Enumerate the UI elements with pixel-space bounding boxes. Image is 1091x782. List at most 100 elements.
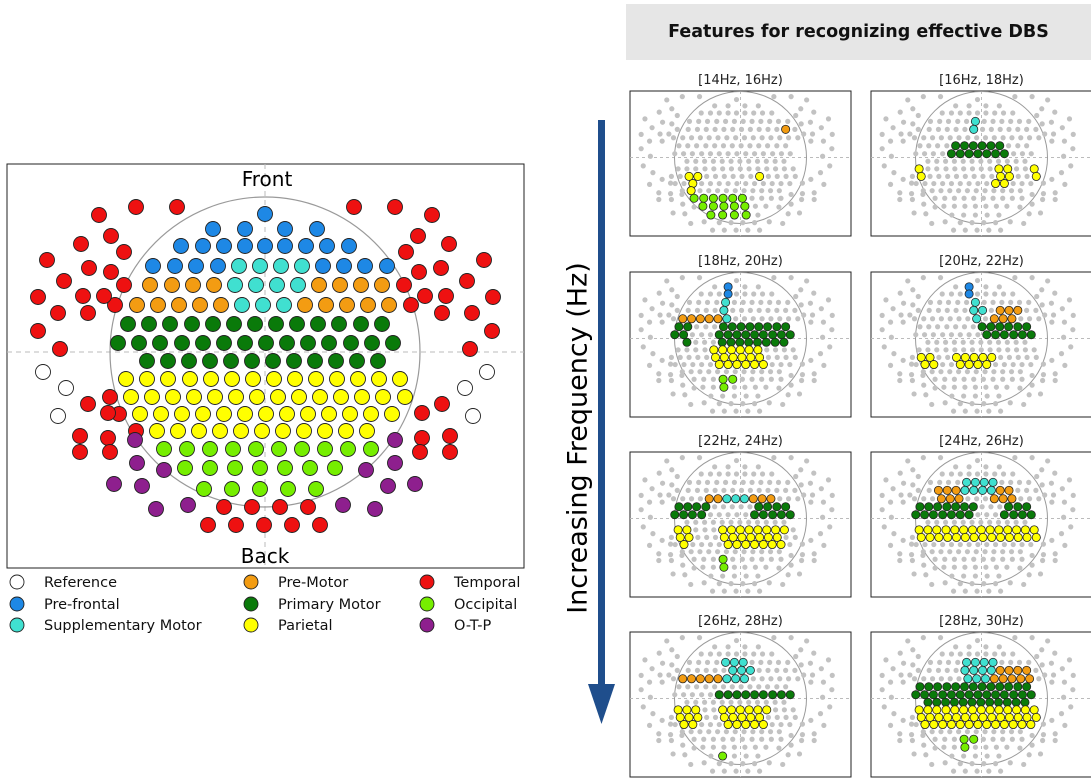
panel-electrode-parietal: [673, 705, 683, 715]
panel-electrode-inactive: [698, 291, 704, 297]
panel-electrode-inactive: [807, 480, 814, 486]
panel-electrode-motor: [682, 337, 692, 347]
panel-electrode-inactive: [724, 135, 730, 141]
panel-electrode-inactive: [818, 666, 824, 672]
panel-electrode-inactive: [747, 487, 753, 493]
panel-electrode-inactive: [766, 400, 772, 406]
panel-electrode-inactive: [1052, 109, 1058, 115]
panel-electrode-inactive: [900, 357, 906, 363]
panel-electrode-inactive: [1059, 666, 1065, 672]
panel-electrode-inactive: [808, 537, 814, 543]
panel-electrode-parietal: [719, 532, 729, 542]
panel-electrode-inactive: [732, 729, 738, 735]
panel-electrode-motor: [915, 502, 925, 512]
panel-electrode-inactive: [732, 369, 738, 375]
panel-electrode-inactive: [929, 496, 936, 502]
panel-electrode-inactive: [704, 659, 711, 665]
panel-electrode-inactive: [1061, 694, 1067, 700]
panel-electrode-parietal: [693, 712, 703, 722]
panel-electrode-inactive: [698, 651, 704, 657]
panel-electrode-inactive: [798, 467, 804, 473]
panel-electrode-inactive: [799, 732, 806, 738]
panel-electrode-inactive: [888, 694, 895, 700]
panel-electrode-inactive: [909, 737, 916, 744]
panel-electrode-inactive: [1021, 401, 1027, 408]
electrode-occipital: [196, 481, 212, 497]
panel-electrode-premotor: [757, 494, 767, 504]
panel-electrode-inactive: [1049, 537, 1055, 543]
panel-electrode-inactive: [783, 534, 789, 541]
panel-electrode-inactive: [677, 354, 683, 360]
panel-electrode-inactive: [679, 552, 685, 559]
panel-electrode-inactive: [774, 173, 780, 179]
panel-electrode-inactive: [756, 307, 762, 313]
panel-electrode-parietal: [755, 171, 765, 181]
panel-electrode-inactive: [960, 519, 966, 525]
panel-electrode-inactive: [948, 361, 955, 368]
electrode-parietal: [300, 406, 316, 422]
panel-electrode-inactive: [974, 277, 981, 284]
panel-electrode-inactive: [737, 699, 743, 705]
panel-electrode-inactive: [937, 275, 944, 281]
electrode-motor: [223, 353, 239, 369]
panel-electrode-inactive: [684, 158, 690, 164]
panel-electrode-inactive: [739, 736, 745, 742]
panel-electrode-motor: [750, 690, 760, 700]
electrode-temporal: [72, 444, 88, 460]
panel-electrode-inactive: [932, 565, 938, 571]
panel-electrode-inactive: [883, 657, 889, 663]
panel-electrode-inactive: [715, 135, 721, 141]
panel-electrode-inactive: [1024, 354, 1030, 360]
panel-electrode-inactive: [804, 97, 810, 103]
panel-electrode-inactive: [647, 334, 654, 340]
panel-electrode-parietal: [976, 525, 986, 535]
panel-electrode-inactive: [908, 191, 915, 197]
panel-electrode-inactive: [942, 556, 948, 562]
panel-electrode-inactive: [1058, 170, 1065, 176]
panel-electrode-parietal: [1004, 712, 1014, 722]
panel-electrode-inactive: [781, 707, 787, 713]
panel-electrode-inactive: [930, 151, 937, 157]
panel-electrode-inactive: [1034, 293, 1040, 300]
panel-electrode-inactive: [881, 344, 887, 350]
electrode-temporal: [80, 396, 96, 412]
panel-electrode-inactive: [1070, 312, 1076, 318]
panel-electrode-inactive: [669, 287, 675, 293]
panel-electrode-parietal: [758, 720, 768, 730]
panel-label: [14Hz, 16Hz): [698, 73, 783, 88]
panel-electrode-inactive: [710, 564, 717, 570]
panel-electrode-inactive: [710, 339, 717, 345]
electrode-motor: [268, 316, 284, 332]
panel-electrode-occipital: [708, 201, 718, 211]
panel-electrode-inactive: [759, 135, 765, 141]
panel-electrode-inactive: [685, 143, 691, 149]
electrode-parietal: [266, 371, 282, 387]
panel-electrode-inactive: [707, 151, 714, 157]
panel-electrode-inactive: [1019, 556, 1025, 562]
panel-electrode-inactive: [741, 135, 748, 141]
panel-electrode-inactive: [642, 116, 648, 122]
panel-electrode-inactive: [703, 143, 709, 149]
panel-electrode-inactive: [947, 729, 953, 735]
electrode-motor: [184, 316, 200, 332]
panel-electrode-parietal: [737, 712, 747, 722]
panel-electrode-inactive: [731, 744, 738, 750]
panel-electrode-parietal: [991, 720, 1001, 730]
panel-electrode-motor: [683, 322, 693, 332]
panel-electrode-inactive: [756, 143, 762, 149]
panel-electrode-parietal: [960, 352, 970, 362]
panel-electrode-motor: [920, 510, 930, 520]
panel-electrode-inactive: [1049, 717, 1055, 723]
panel-electrode-inactive: [712, 307, 718, 313]
panel-electrode-inactive: [712, 644, 718, 650]
panel-electrode-inactive: [759, 291, 766, 297]
panel-electrode-inactive: [974, 637, 981, 644]
electrode-motor: [247, 316, 263, 332]
panel-electrode-inactive: [668, 534, 675, 541]
panel-electrode-inactive: [969, 339, 975, 345]
electrode-motor: [110, 335, 126, 351]
panel-electrode-inactive: [1040, 196, 1046, 203]
panel-electrode-inactive: [1040, 180, 1047, 186]
electrode-temporal: [462, 341, 478, 357]
panel-electrode-inactive: [767, 118, 773, 124]
